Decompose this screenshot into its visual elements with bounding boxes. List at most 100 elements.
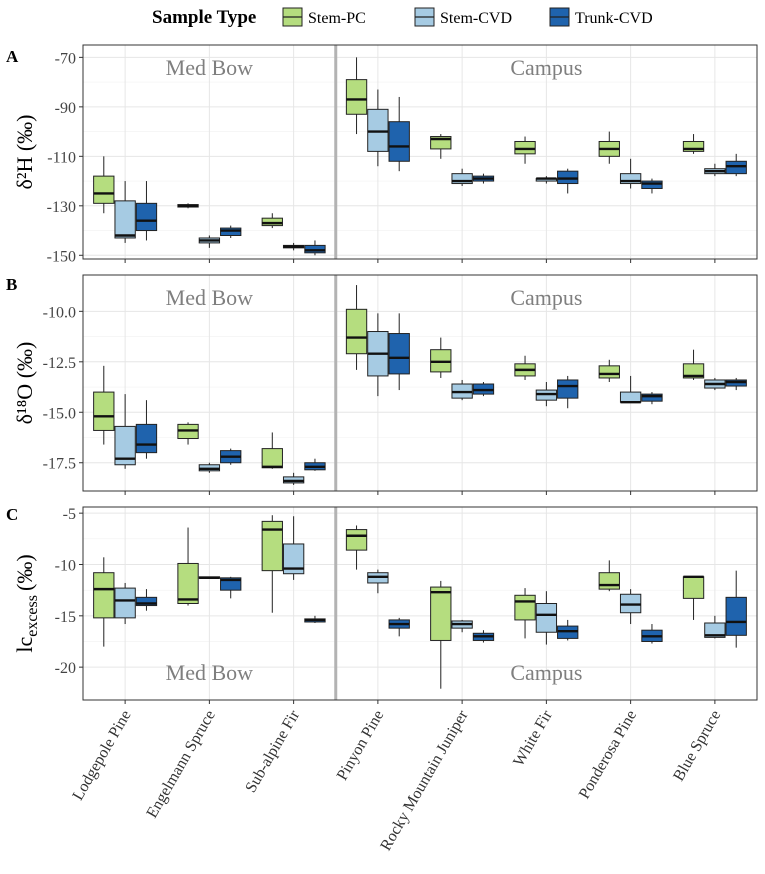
region-label-med-bow: Med Bow (166, 285, 254, 310)
box-body (345, 308, 368, 355)
box-body (557, 170, 579, 185)
box-2-2 (304, 615, 326, 624)
box-body (93, 175, 115, 204)
box-2-1 (282, 242, 305, 251)
box-0-1 (114, 582, 136, 625)
x-tick-label: Pinyon Pine (334, 708, 388, 784)
box-4-2 (472, 173, 495, 184)
x-axis: Lodgepole Pine Engelmann Spruce Sub-alpine… (69, 707, 724, 854)
box-body (725, 160, 747, 175)
box-body (682, 140, 705, 152)
box-0-0 (93, 156, 115, 214)
box-4-1 (451, 379, 473, 401)
box-7-0 (682, 349, 705, 380)
box-4-0 (430, 337, 452, 378)
panel-label: B (6, 275, 17, 294)
box-0-0 (93, 365, 115, 445)
box-5-2 (557, 168, 579, 194)
y-tick-label: -5 (63, 506, 76, 523)
box-4-0 (430, 134, 452, 159)
box-6-1 (619, 375, 642, 404)
box-body (345, 79, 368, 115)
box-2-2 (304, 458, 326, 471)
box-2-1 (282, 516, 305, 580)
box-body (135, 596, 158, 607)
box-body (619, 173, 642, 185)
box-body (619, 391, 642, 403)
legend-label-trunk_cvd: Trunk-CVD (575, 10, 653, 27)
box-2-2 (304, 240, 326, 256)
y-tick-label: -20 (55, 660, 76, 677)
box-body (345, 529, 368, 551)
box-5-0 (514, 136, 536, 164)
box-2-0 (261, 515, 283, 613)
box-body (557, 379, 579, 399)
box-3-0 (345, 285, 368, 370)
box-4-1 (451, 168, 473, 187)
box-0-2 (135, 589, 158, 611)
x-tick-label: Blue Spruce (670, 708, 724, 785)
box-7-1 (704, 615, 726, 639)
box-0-2 (135, 400, 158, 459)
box-3-2 (388, 96, 410, 172)
y-axis-title: δ¹⁸O (‰) (12, 342, 37, 425)
box-7-0 (682, 575, 705, 620)
box-7-0 (682, 134, 705, 154)
box-body (430, 586, 452, 641)
box-3-1 (367, 313, 389, 397)
box-3-2 (388, 617, 410, 637)
box-3-2 (388, 313, 410, 391)
box-1-0 (177, 422, 199, 445)
box-7-2 (725, 570, 747, 648)
region-label-med-bow: Med Bow (166, 55, 254, 80)
y-tick-label: -15.0 (43, 405, 76, 422)
box-6-2 (641, 178, 663, 194)
region-label-med-bow: Med Bow (166, 660, 254, 685)
box-5-1 (535, 381, 558, 407)
y-tick-label: -17.5 (43, 456, 76, 473)
box-body (135, 202, 158, 232)
box-body (388, 121, 410, 162)
x-tick-label: Engelmann Spruce (143, 708, 218, 822)
box-body (261, 448, 283, 469)
box-5-0 (514, 355, 536, 380)
box-body (93, 572, 115, 619)
box-body (114, 587, 136, 619)
y-tick-label: -15 (55, 609, 76, 626)
panel-border (82, 44, 758, 260)
box-body (682, 363, 705, 379)
box-6-0 (598, 560, 620, 592)
box-body (367, 108, 389, 152)
panel-border (82, 506, 758, 701)
box-4-1 (451, 619, 473, 633)
box-body (177, 562, 199, 605)
box-5-2 (557, 375, 579, 409)
box-1-2 (220, 448, 242, 465)
box-body (114, 200, 136, 239)
box-6-2 (641, 392, 663, 405)
box-6-1 (619, 158, 642, 189)
box-6-0 (598, 131, 620, 164)
box-body (598, 365, 620, 379)
box-7-2 (725, 153, 747, 177)
box-body (682, 576, 705, 599)
y-tick-label: -150 (47, 248, 76, 265)
box-5-2 (557, 619, 579, 641)
box-body (261, 217, 283, 227)
box-5-0 (514, 588, 536, 639)
box-body (598, 572, 620, 590)
legend-label-stem_pc: Stem-PC (308, 10, 366, 27)
box-0-0 (93, 557, 115, 647)
box-6-1 (619, 589, 642, 625)
x-tick-label: Sub-alpine Fir (242, 707, 303, 796)
box-1-2 (220, 225, 242, 238)
y-tick-label: -12.5 (43, 355, 76, 372)
box-1-1 (198, 235, 221, 248)
region-label-campus: Campus (510, 55, 582, 80)
box-4-2 (472, 630, 495, 643)
y-axis-title-sub: excess (24, 595, 41, 637)
